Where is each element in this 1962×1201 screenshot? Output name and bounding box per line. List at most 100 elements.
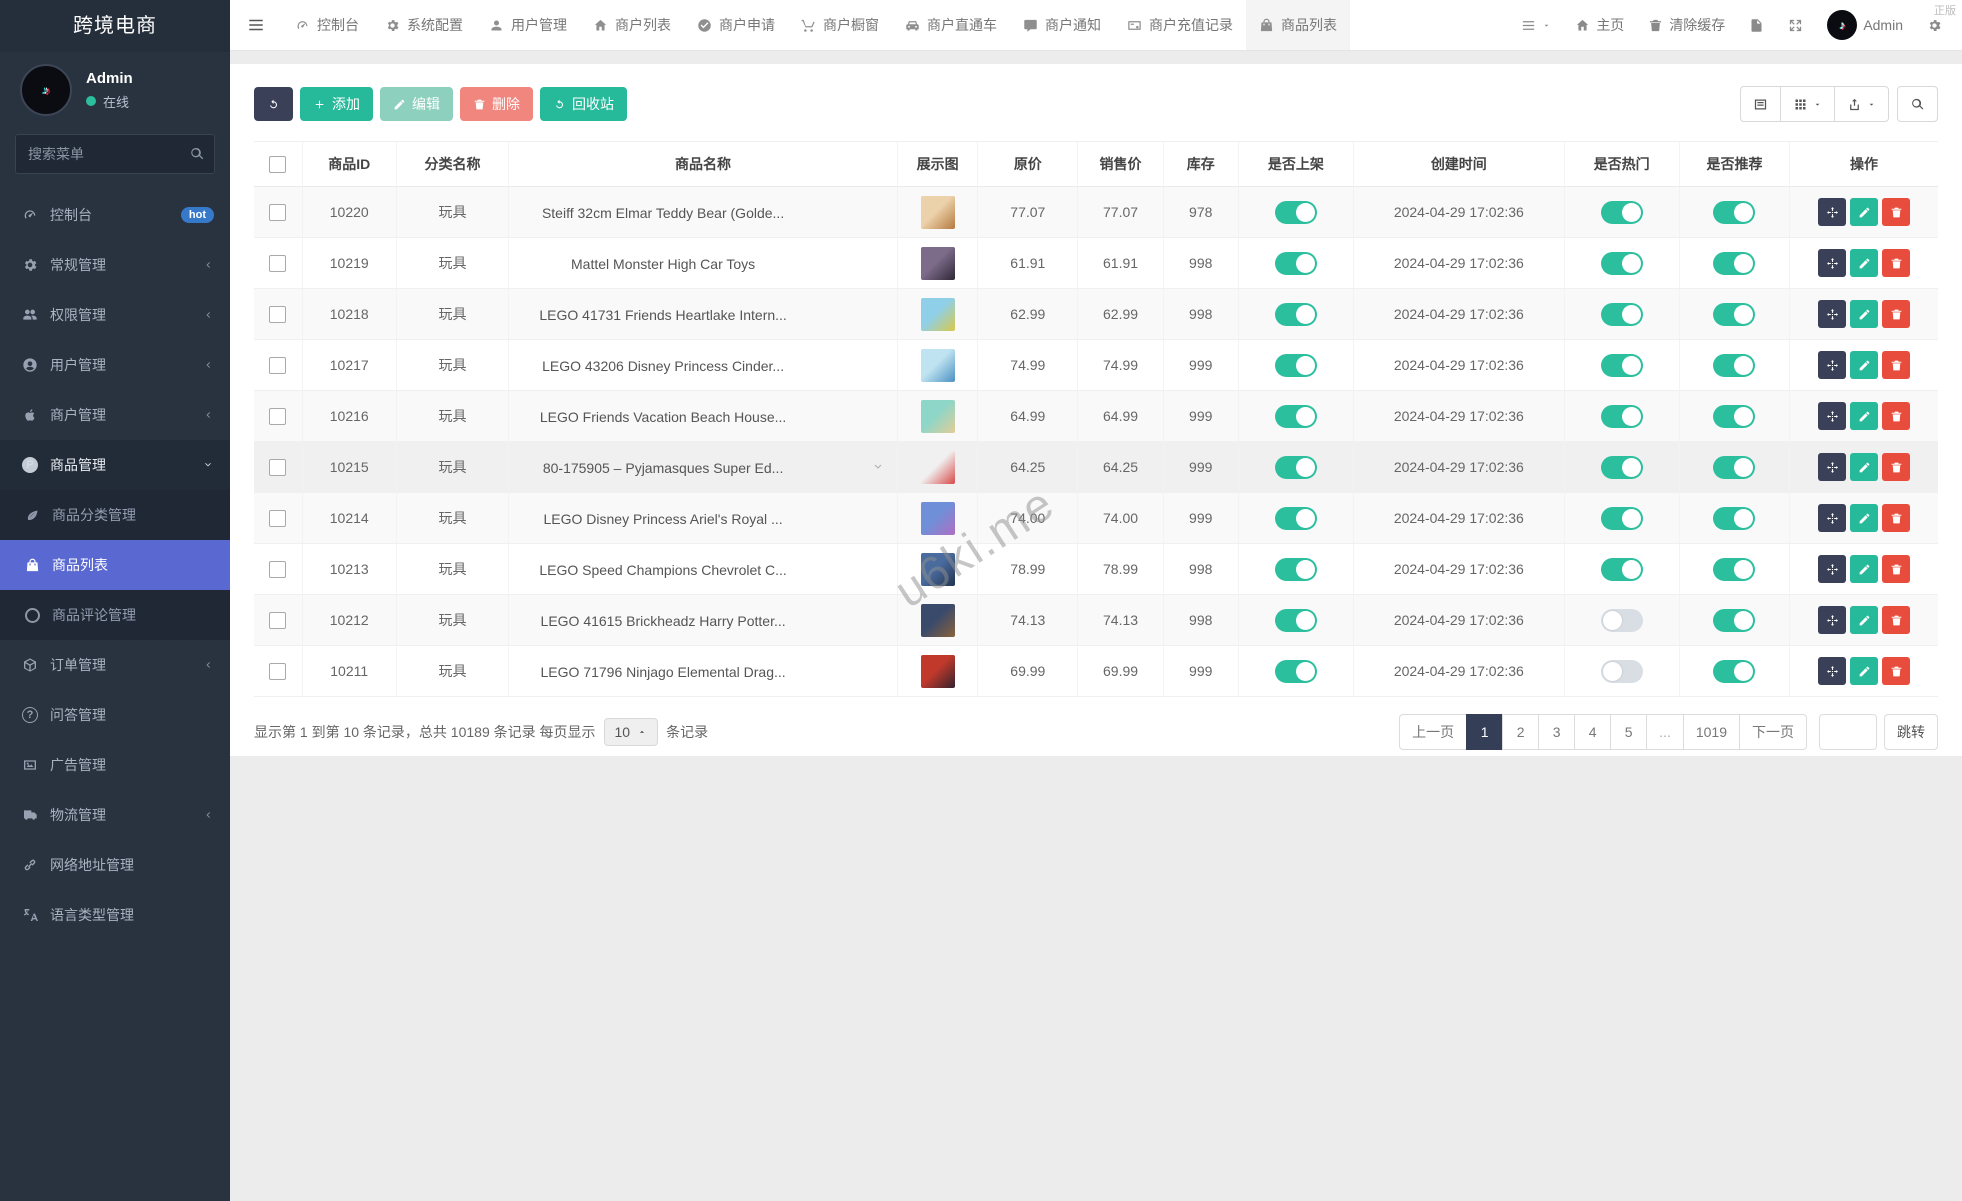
sidebar-item-permissions[interactable]: 权限管理 [0, 290, 230, 340]
tab-merchant-showcase[interactable]: 商户橱窗 [788, 0, 892, 50]
on-sale-toggle[interactable] [1274, 404, 1317, 428]
fullscreen-button[interactable] [1778, 0, 1813, 51]
move-button[interactable] [1818, 351, 1847, 379]
row-delete-button[interactable] [1882, 657, 1911, 685]
row-edit-button[interactable] [1850, 402, 1879, 430]
search-toggle-button[interactable] [1897, 86, 1938, 122]
move-button[interactable] [1818, 606, 1847, 634]
row-delete-button[interactable] [1882, 249, 1911, 277]
hot-toggle[interactable] [1600, 455, 1643, 479]
tab-merchant-notice[interactable]: 商户通知 [1010, 0, 1114, 50]
hot-toggle[interactable] [1600, 251, 1643, 275]
home-button[interactable]: 主页 [1565, 0, 1634, 51]
add-button[interactable]: 添加 [300, 87, 373, 121]
sidebar-item-language-types[interactable]: 语言类型管理 [0, 890, 230, 940]
hot-toggle[interactable] [1600, 557, 1643, 581]
row-edit-button[interactable] [1850, 657, 1879, 685]
on-sale-toggle[interactable] [1274, 302, 1317, 326]
row-checkbox[interactable] [269, 203, 287, 221]
hot-toggle[interactable] [1600, 506, 1643, 530]
row-checkbox[interactable] [269, 305, 287, 323]
col-header-stock[interactable]: 库存 [1162, 141, 1239, 187]
page-button-1[interactable]: 1 [1466, 714, 1504, 750]
page-jump-button[interactable]: 跳转 [1884, 714, 1938, 750]
prev-page-button[interactable]: 上一页 [1399, 714, 1468, 750]
page-button-3[interactable]: 3 [1538, 714, 1576, 750]
tab-merchant-express[interactable]: 商户直通车 [892, 0, 1010, 50]
product-thumbnail[interactable] [920, 348, 955, 382]
account-menu[interactable]: ♪ Admin [1817, 0, 1913, 51]
move-button[interactable] [1818, 198, 1847, 226]
settings-button[interactable] [1917, 0, 1952, 51]
detail-view-button[interactable] [1740, 86, 1781, 122]
on-sale-toggle[interactable] [1274, 608, 1317, 632]
recommend-toggle[interactable] [1713, 506, 1756, 530]
product-thumbnail[interactable] [920, 399, 955, 433]
sidebar-toggle-button[interactable] [230, 0, 282, 50]
select-all-checkbox[interactable] [269, 155, 287, 173]
product-thumbnail[interactable] [920, 195, 955, 229]
columns-button[interactable] [1780, 86, 1835, 122]
clear-cache-button[interactable]: 清除缓存 [1638, 0, 1735, 51]
row-edit-button[interactable] [1850, 198, 1879, 226]
page-button-5[interactable]: 5 [1610, 714, 1648, 750]
log-button[interactable] [1739, 0, 1774, 51]
recommend-toggle[interactable] [1713, 455, 1756, 479]
sidebar-item-product-list[interactable]: 商品列表 [0, 540, 230, 590]
refresh-button[interactable] [254, 87, 293, 121]
tab-system-config[interactable]: 系统配置 [372, 0, 476, 50]
col-header-price[interactable]: 原价 [977, 141, 1078, 187]
next-page-button[interactable]: 下一页 [1739, 714, 1807, 750]
row-edit-button[interactable] [1850, 606, 1879, 634]
row-delete-button[interactable] [1882, 198, 1911, 226]
edit-button[interactable]: 编辑 [380, 87, 453, 121]
export-button[interactable] [1834, 86, 1889, 122]
row-delete-button[interactable] [1882, 453, 1911, 481]
col-header-sale-price[interactable]: 销售价 [1077, 141, 1164, 187]
product-thumbnail[interactable] [920, 297, 955, 331]
row-edit-button[interactable] [1850, 300, 1879, 328]
tab-list-dropdown-button[interactable] [1511, 0, 1561, 51]
hot-toggle[interactable] [1600, 404, 1643, 428]
tab-merchant-list[interactable]: 商户列表 [580, 0, 684, 50]
sidebar-item-product-reviews[interactable]: 商品评论管理 [0, 590, 230, 640]
row-checkbox[interactable] [269, 509, 287, 527]
tab-merchant-recharge[interactable]: 商户充值记录 [1114, 0, 1246, 50]
sidebar-item-users[interactable]: 用户管理 [0, 340, 230, 390]
move-button[interactable] [1818, 249, 1847, 277]
product-thumbnail[interactable] [920, 654, 955, 688]
page-button-2[interactable]: 2 [1502, 714, 1540, 750]
product-thumbnail[interactable] [920, 501, 955, 535]
col-header-category[interactable]: 分类名称 [395, 141, 509, 187]
row-delete-button[interactable] [1882, 504, 1911, 532]
hot-toggle[interactable] [1600, 659, 1643, 683]
sidebar-item-merchants[interactable]: 商户管理 [0, 390, 230, 440]
move-button[interactable] [1818, 402, 1847, 430]
row-expand-chevron-icon[interactable] [871, 460, 885, 474]
recycle-bin-button[interactable]: 回收站 [540, 87, 627, 121]
sidebar-item-dashboard[interactable]: 控制台 hot [0, 190, 230, 240]
row-edit-button[interactable] [1850, 504, 1879, 532]
col-header-on-sale[interactable]: 是否上架 [1237, 141, 1354, 187]
sidebar-item-general[interactable]: 常规管理 [0, 240, 230, 290]
move-button[interactable] [1818, 453, 1847, 481]
tab-product-list[interactable]: 商品列表 [1246, 0, 1350, 50]
tab-merchant-apply[interactable]: 商户申请 [684, 0, 788, 50]
recommend-toggle[interactable] [1713, 608, 1756, 632]
row-checkbox[interactable] [269, 560, 287, 578]
tab-user-management[interactable]: 用户管理 [476, 0, 580, 50]
row-edit-button[interactable] [1850, 453, 1879, 481]
product-thumbnail[interactable] [920, 450, 955, 484]
move-button[interactable] [1818, 657, 1847, 685]
recommend-toggle[interactable] [1713, 251, 1756, 275]
move-button[interactable] [1818, 300, 1847, 328]
row-checkbox[interactable] [269, 254, 287, 272]
sidebar-item-product-categories[interactable]: 商品分类管理 [0, 490, 230, 540]
col-header-created[interactable]: 创建时间 [1353, 141, 1565, 187]
recommend-toggle[interactable] [1713, 404, 1756, 428]
recommend-toggle[interactable] [1713, 659, 1756, 683]
row-checkbox[interactable] [269, 356, 287, 374]
row-delete-button[interactable] [1882, 606, 1911, 634]
row-edit-button[interactable] [1850, 351, 1879, 379]
tab-dashboard[interactable]: 控制台 [282, 0, 372, 50]
